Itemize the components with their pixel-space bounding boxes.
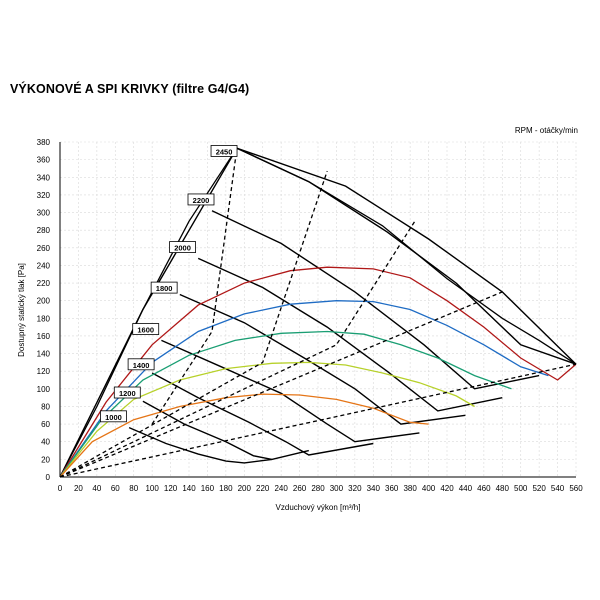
rpm-labels: 2450 2200 2000 1800 1600 1400 1200 1000	[100, 145, 238, 423]
x-tick-label: 120	[164, 484, 178, 493]
series-2450	[59, 147, 577, 478]
x-tick-label: 320	[348, 484, 362, 493]
rpm-label-2450: 2450	[210, 145, 238, 157]
y-axis-title: Dostupný statický tlak [Pa]	[17, 263, 26, 357]
x-tick-label: 100	[145, 484, 159, 493]
y-tick-label: 140	[37, 350, 51, 359]
chart-grid	[59, 141, 577, 478]
x-tick-label: 420	[440, 484, 454, 493]
y-tick-label: 80	[41, 402, 50, 411]
y-tick-label: 340	[37, 173, 51, 182]
series-2200	[59, 266, 577, 478]
rpm-label-box	[113, 386, 141, 399]
x-tick-label: 180	[219, 484, 233, 493]
dashed-line-2000	[59, 220, 416, 478]
y-tick-label: 100	[37, 385, 51, 394]
rpm-label-text: 2000	[174, 244, 191, 253]
x-tick-label: 340	[367, 484, 381, 493]
x-tick-label: 60	[111, 484, 120, 493]
x-tick-label: 20	[74, 484, 83, 493]
y-tick-label: 360	[37, 156, 51, 165]
x-tick-label: 240	[274, 484, 288, 493]
rpm-label-box	[169, 241, 196, 253]
rpm-label-box	[100, 410, 127, 423]
rpm-curve-1800	[179, 293, 466, 425]
rpm-curve-1000	[128, 426, 272, 464]
x-tick-label: 480	[496, 484, 510, 493]
x-tick-label: 460	[477, 484, 491, 493]
y-tick-label: 60	[41, 420, 50, 429]
x-tick-label: 520	[532, 484, 546, 493]
x-tick-label: 440	[459, 484, 473, 493]
x-axis-title: Vzduchový výkon [m³/h]	[276, 503, 361, 512]
dashed-line-1600	[59, 291, 503, 478]
x-tick-label: 200	[238, 484, 252, 493]
x-tick-label: 260	[293, 484, 307, 493]
x-tick-label: 560	[569, 484, 583, 493]
y-tick-label: 20	[41, 455, 50, 464]
rpm-curve-1200	[142, 400, 309, 461]
chart-axes: 0 20 40 60 80 100 120 140 160 180 200 220 240 260 280 3…	[37, 138, 584, 493]
dashed-line-2450	[151, 148, 238, 425]
x-tick-label: 500	[514, 484, 528, 493]
rpm-label-text: 1800	[156, 284, 173, 293]
x-tick-label: 360	[385, 484, 399, 493]
y-tick-label: 180	[37, 314, 51, 323]
rpm-label-1200: 1200	[113, 386, 141, 399]
x-tick-label: 400	[422, 484, 436, 493]
rpm-label-text: 1600	[137, 326, 154, 335]
x-tick-label: 140	[182, 484, 196, 493]
rpm-label-1000: 1000	[100, 410, 127, 423]
y-tick-label: 320	[37, 191, 51, 200]
rpm-label-box	[187, 193, 215, 206]
rpm-label-1400: 1400	[127, 358, 155, 371]
x-tick-label: 80	[129, 484, 138, 493]
x-tick-label: 40	[92, 484, 101, 493]
rpm-label-box	[150, 281, 178, 294]
y-tick-label: 160	[37, 332, 51, 341]
x-tick-label: 300	[330, 484, 344, 493]
y-tick-label: 0	[46, 473, 51, 482]
legend-title: RPM - otáčky/min	[515, 126, 578, 135]
rpm-label-box	[132, 323, 160, 335]
rpm-label-1800: 1800	[150, 281, 178, 294]
y-tick-label: 240	[37, 261, 51, 270]
rpm-label-1600: 1600	[132, 323, 160, 335]
rpm-label-box	[210, 145, 238, 157]
y-tick-label: 120	[37, 367, 51, 376]
series-1400	[59, 393, 429, 478]
rpm-label-box	[127, 358, 155, 371]
x-tick-label: 220	[256, 484, 270, 493]
rpm-curve-1600	[161, 339, 420, 443]
rpm-label-text: 1400	[133, 361, 150, 370]
rpm-label-text: 2450	[216, 147, 233, 156]
y-tick-label: 200	[37, 297, 51, 306]
rpm-label-text: 1200	[119, 389, 136, 398]
x-tick-label: 160	[201, 484, 215, 493]
y-tick-label: 300	[37, 209, 51, 218]
series-1600	[59, 361, 475, 478]
y-tick-label: 220	[37, 279, 51, 288]
rpm-curve-2000	[197, 257, 503, 412]
rpm-label-2200: 2200	[187, 193, 215, 206]
rpm-label-text: 2200	[193, 196, 210, 205]
page-title: VÝKONOVÉ A SPI KRIVKY (filtre G4/G4)	[10, 82, 250, 96]
y-tick-label: 260	[37, 244, 51, 253]
rpm-label-text: 1000	[105, 413, 122, 422]
y-tick-label: 380	[37, 138, 51, 147]
rpm-label-2000: 2000	[169, 241, 196, 253]
system-curves	[59, 148, 577, 478]
x-tick-label: 540	[551, 484, 565, 493]
y-tick-label: 280	[37, 226, 51, 235]
dashed-line-1800	[59, 363, 577, 478]
rpm-curve-2200	[211, 210, 540, 390]
x-tick-label: 380	[403, 484, 417, 493]
x-tick-label: 280	[311, 484, 325, 493]
x-tick-label: 0	[58, 484, 63, 493]
y-tick-label: 40	[41, 438, 50, 447]
dashed-line-2200	[59, 170, 328, 478]
